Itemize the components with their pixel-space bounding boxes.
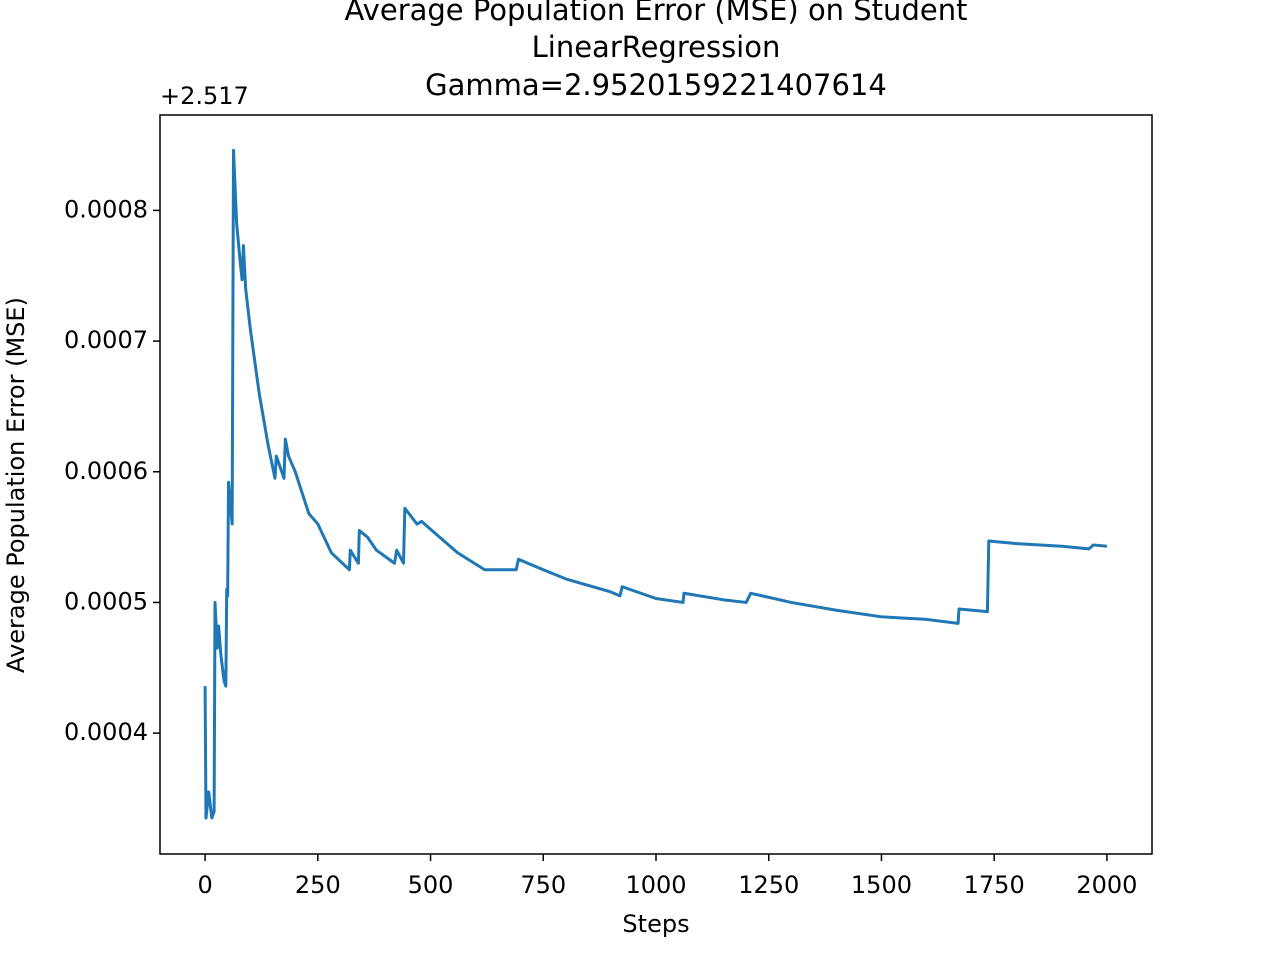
data-line bbox=[203, 148, 1108, 820]
y-tick-label: 0.0006 bbox=[64, 457, 148, 485]
y-tick-label: 0.0007 bbox=[64, 326, 148, 354]
y-tick-label: 0.0008 bbox=[64, 195, 148, 223]
y-tick-label: 0.0004 bbox=[64, 718, 148, 746]
chart-title: Average Population Error (MSE) on Studen… bbox=[345, 0, 968, 27]
chart-title: LinearRegression bbox=[532, 30, 781, 64]
chart-title: Gamma=2.9520159221407614 bbox=[425, 68, 887, 102]
y-tick-label: 0.0005 bbox=[64, 587, 148, 615]
x-tick-label: 1500 bbox=[851, 871, 912, 899]
x-tick-label: 250 bbox=[295, 871, 341, 899]
x-tick-label: 500 bbox=[408, 871, 454, 899]
y-offset: +2.517 bbox=[160, 82, 249, 110]
y-axis-label: Average Population Error (MSE) bbox=[2, 297, 30, 673]
x-tick-label: 0 bbox=[197, 871, 212, 899]
x-tick-label: 1000 bbox=[625, 871, 686, 899]
x-tick-label: 750 bbox=[520, 871, 566, 899]
x-tick-label: 1750 bbox=[964, 871, 1025, 899]
plot-frame bbox=[159, 114, 1153, 855]
x-tick-label: 2000 bbox=[1076, 871, 1137, 899]
x-axis-label: Steps bbox=[622, 910, 689, 938]
x-tick-label: 1250 bbox=[738, 871, 799, 899]
